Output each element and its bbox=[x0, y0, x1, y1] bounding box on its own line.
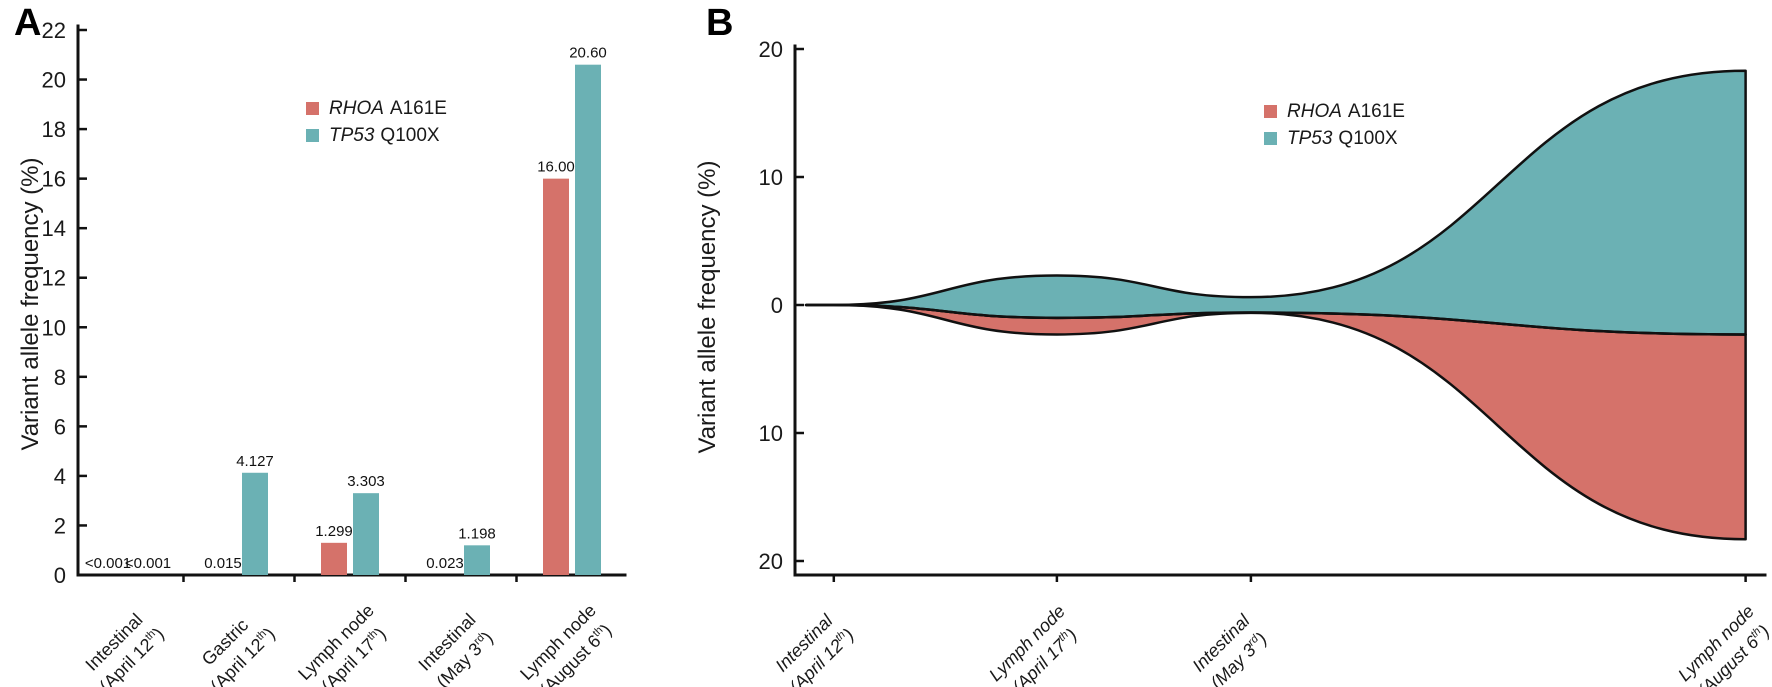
bar-value-label: 0.023 bbox=[426, 555, 464, 572]
panel-b-legend: RHOA A161E TP53 Q100X bbox=[1264, 98, 1405, 152]
legend-swatch-tp53 bbox=[1264, 132, 1277, 145]
y-tick-label: 16 bbox=[42, 167, 66, 192]
panel-a-axis bbox=[76, 24, 627, 577]
legend-item-tp53: TP53 Q100X bbox=[306, 122, 447, 149]
y-tick-label: 0 bbox=[771, 293, 783, 318]
legend-item-rhoa: RHOA A161E bbox=[1264, 98, 1405, 125]
y-tick-label: 4 bbox=[54, 464, 66, 489]
y-tick-label: 20 bbox=[42, 68, 66, 93]
panel-a-letter: A bbox=[14, 2, 42, 44]
bar-value-label: 1.198 bbox=[458, 525, 496, 542]
legend-gene-name: TP53 bbox=[329, 124, 375, 146]
legend-mutation: Q100X bbox=[380, 124, 440, 146]
panel-b-axis bbox=[793, 44, 1767, 577]
y-tick-label: 20 bbox=[759, 549, 783, 574]
bar-value-label: 4.127 bbox=[236, 453, 274, 470]
bar bbox=[353, 493, 379, 575]
bar-value-label: 20.60 bbox=[569, 45, 607, 62]
y-tick-label: 20 bbox=[759, 37, 783, 62]
y-tick-label: 12 bbox=[42, 266, 66, 291]
y-tick-label: 10 bbox=[42, 315, 66, 340]
bar bbox=[543, 178, 569, 576]
y-tick-label: 6 bbox=[54, 414, 66, 439]
legend-mutation: Q100X bbox=[1338, 127, 1398, 149]
panel-b-y-axis-title: Variant allele frequency (%) bbox=[694, 160, 721, 454]
bar-value-label: <0.001 bbox=[85, 555, 131, 572]
y-tick-label: 22 bbox=[42, 18, 66, 43]
legend-gene-name: TP53 bbox=[1287, 127, 1333, 149]
legend-swatch-rhoa bbox=[306, 102, 319, 115]
bar-value-label: 3.303 bbox=[347, 473, 385, 490]
y-tick-label: 14 bbox=[42, 216, 66, 241]
bar-value-label: 16.00 bbox=[537, 159, 575, 176]
bar-value-label: <0.001 bbox=[125, 555, 171, 572]
panel-a-legend: RHOA A161E TP53 Q100X bbox=[306, 95, 447, 149]
legend-gene-name: RHOA bbox=[329, 97, 384, 119]
y-tick-label: 0 bbox=[54, 563, 66, 588]
y-tick-label: 10 bbox=[759, 421, 783, 446]
stream-area-rhoa bbox=[804, 303, 1747, 541]
y-tick-label: 8 bbox=[54, 365, 66, 390]
bar bbox=[321, 542, 347, 575]
y-tick-label: 2 bbox=[54, 513, 66, 538]
legend-swatch-tp53 bbox=[306, 129, 319, 142]
y-tick-label: 10 bbox=[759, 165, 783, 190]
bar bbox=[464, 545, 490, 575]
legend-swatch-rhoa bbox=[1264, 105, 1277, 118]
legend-gene-name: RHOA bbox=[1287, 100, 1342, 122]
legend-mutation: A161E bbox=[1347, 100, 1405, 122]
legend-item-rhoa: RHOA A161E bbox=[306, 95, 447, 122]
panel-b-letter: B bbox=[706, 2, 734, 44]
bar-value-label: 1.299 bbox=[315, 523, 353, 540]
bar bbox=[242, 472, 268, 575]
stream-boundary-line bbox=[806, 303, 1746, 336]
bar bbox=[575, 64, 601, 575]
y-tick-label: 18 bbox=[42, 117, 66, 142]
bar-value-label: 0.015 bbox=[204, 555, 242, 572]
legend-mutation: A161E bbox=[389, 97, 447, 119]
panel-a-y-axis-title: Variant allele frequency (%) bbox=[17, 157, 44, 451]
legend-item-tp53: TP53 Q100X bbox=[1264, 125, 1405, 152]
